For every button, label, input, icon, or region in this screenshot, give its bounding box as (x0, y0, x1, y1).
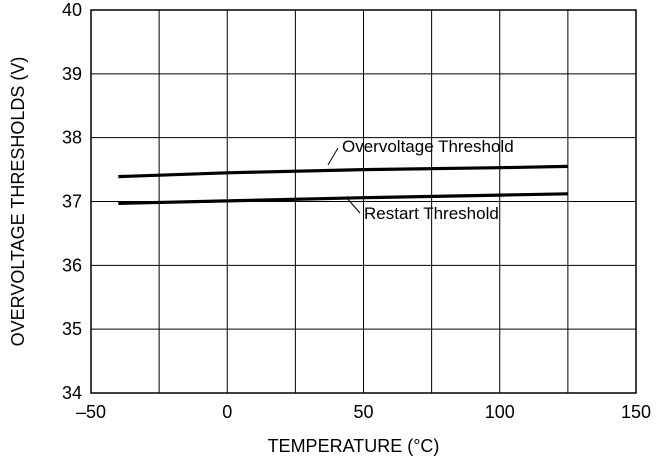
series-line-1 (118, 192, 568, 205)
y-axis-title: OVERVOLTAGE THRESHOLDS (V) (8, 57, 28, 347)
series-lines (118, 164, 568, 205)
y-tick-label: 36 (62, 255, 82, 275)
series-line-0 (118, 164, 568, 179)
y-tick-label: 34 (62, 383, 82, 403)
plot-frame (90, 9, 637, 394)
y-tick-label: 38 (62, 128, 82, 148)
overvoltage-threshold-label: Overvoltage Threshold (342, 137, 514, 156)
y-tick-label: 35 (62, 319, 82, 339)
y-axis: 34 35 36 37 38 39 40 (62, 0, 82, 403)
y-tick-label: 40 (62, 0, 82, 20)
restart-threshold-label: Restart Threshold (364, 204, 499, 223)
x-tick-label: 150 (621, 402, 651, 422)
y-tick-label: 39 (62, 64, 82, 84)
x-tick-label: –50 (76, 402, 106, 422)
overvoltage-callout-line (327, 147, 339, 166)
restart-callout-line (345, 196, 361, 214)
x-tick-label: 100 (485, 402, 515, 422)
grid (91, 10, 636, 393)
x-axis: –50 0 50 100 150 (76, 402, 651, 422)
y-tick-label: 37 (62, 192, 82, 212)
x-axis-title: TEMPERATURE (°C) (268, 436, 440, 456)
x-tick-label: 0 (222, 402, 232, 422)
x-tick-label: 50 (353, 402, 373, 422)
